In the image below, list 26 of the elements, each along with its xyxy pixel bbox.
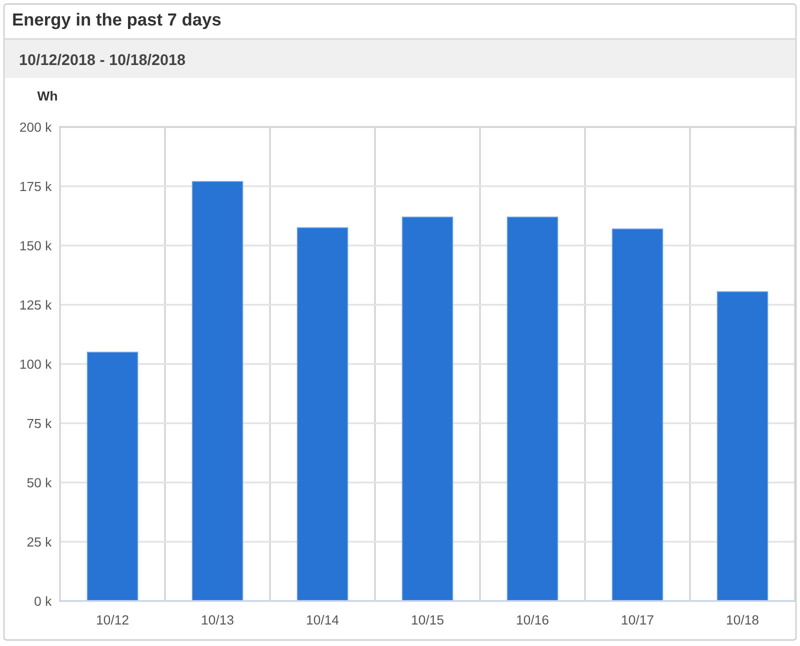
bar bbox=[506, 216, 558, 601]
x-tick-label: 10/17 bbox=[622, 614, 654, 625]
chart-subtitle: 10/12/2018 - 10/18/2018 bbox=[20, 54, 186, 66]
bar bbox=[402, 216, 454, 601]
y-tick-label: 125 k bbox=[20, 300, 52, 310]
x-tick-label: 10/16 bbox=[517, 614, 548, 625]
bar bbox=[192, 181, 244, 601]
x-tick-label: 10/18 bbox=[727, 614, 758, 625]
y-tick-label: 50 k bbox=[27, 478, 52, 488]
bar bbox=[86, 352, 138, 601]
y-tick-label: 25 k bbox=[27, 536, 52, 547]
bar bbox=[716, 291, 768, 601]
y-tick-label: 75 k bbox=[27, 418, 52, 428]
x-tick-label: 10/12 bbox=[97, 614, 128, 625]
x-tick-label: 10/15 bbox=[412, 614, 444, 625]
y-tick-label: 0 k bbox=[34, 596, 52, 606]
y-tick-label: 100 k bbox=[20, 359, 52, 369]
y-tick-label: 200 k bbox=[20, 122, 52, 132]
chart-title: Energy in the past 7 days bbox=[13, 12, 221, 30]
x-tick-label: 10/14 bbox=[307, 614, 339, 625]
y-axis-title: Wh bbox=[37, 90, 57, 101]
x-tick-label: 10/13 bbox=[202, 614, 234, 625]
y-tick-label: 175 k bbox=[20, 181, 52, 192]
bar bbox=[296, 227, 348, 601]
bar bbox=[612, 228, 664, 601]
y-tick-label: 150 k bbox=[20, 240, 52, 250]
